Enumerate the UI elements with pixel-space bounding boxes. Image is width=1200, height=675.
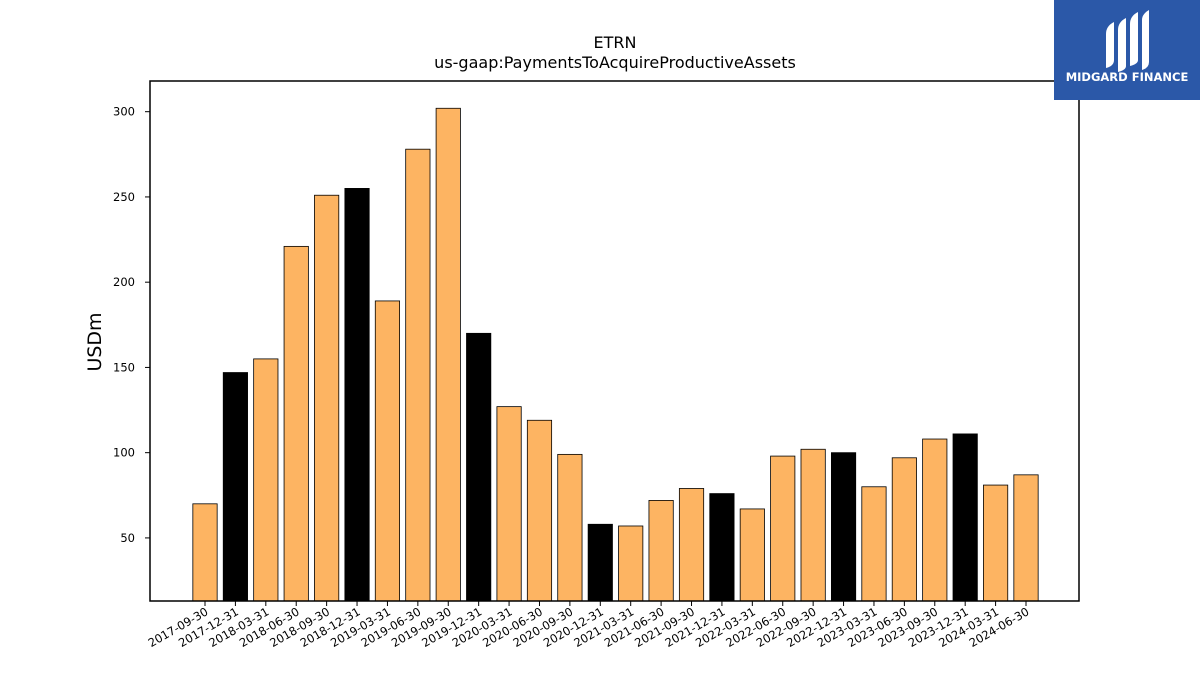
bar-2018-09-30 — [314, 194, 340, 602]
bar-2023-09-30 — [922, 438, 948, 602]
chart-subtitle: us-gaap:PaymentsToAcquireProductiveAsset… — [434, 53, 796, 72]
midgard-logo-icon: MIDGARD FINANCE — [1054, 0, 1200, 100]
bar-2023-06-30 — [891, 457, 917, 602]
bar-2020-12-31 — [587, 523, 613, 602]
bar-2020-09-30 — [557, 453, 583, 602]
bar-2022-09-30 — [800, 448, 826, 602]
brand-logo: MIDGARD FINANCE — [1054, 0, 1200, 100]
x-axis-ticks: 2017-09-302017-12-312018-03-312018-06-30… — [146, 601, 1032, 650]
plot-frame — [149, 80, 1080, 602]
y-tick-label: 300 — [113, 105, 135, 119]
bar-2022-03-31 — [739, 508, 765, 602]
bar-2017-12-31 — [222, 372, 248, 602]
y-tick-label: 150 — [113, 360, 135, 374]
y-tick-label: 250 — [113, 190, 135, 204]
bar-2018-12-31 — [344, 188, 370, 602]
bar-2021-09-30 — [678, 488, 705, 602]
y-tick-label: 100 — [113, 446, 135, 460]
bar-2019-12-31 — [466, 332, 492, 602]
bar-2019-09-30 — [435, 107, 461, 602]
bar-2023-12-31 — [952, 433, 978, 602]
bar-2020-06-30 — [526, 419, 553, 602]
bar-2021-12-31 — [709, 493, 735, 602]
logo-text: MIDGARD FINANCE — [1066, 70, 1189, 84]
bar-2023-03-31 — [861, 486, 887, 602]
bar-2022-06-30 — [770, 455, 796, 602]
bar-2021-03-31 — [618, 525, 644, 602]
y-tick-label: 200 — [113, 275, 135, 289]
chart-title: ETRN — [594, 33, 637, 52]
bar-2022-12-31 — [830, 452, 857, 602]
bar-2021-06-30 — [648, 500, 674, 602]
y-tick-label: 50 — [120, 531, 135, 545]
bar-2019-03-31 — [374, 300, 401, 602]
bar-2018-03-31 — [253, 358, 279, 602]
bars-group — [192, 107, 1039, 602]
y-axis-ticks: 50 100 150 200 250 300 — [113, 105, 150, 545]
y-axis-label: USDm — [84, 312, 106, 371]
bar-2024-06-30 — [1013, 474, 1039, 602]
bar-2019-06-30 — [405, 148, 431, 602]
bar-2018-06-30 — [283, 245, 309, 602]
bar-2024-03-31 — [983, 484, 1009, 602]
bar-2017-09-30 — [192, 503, 218, 602]
bar-2020-03-31 — [496, 406, 522, 602]
